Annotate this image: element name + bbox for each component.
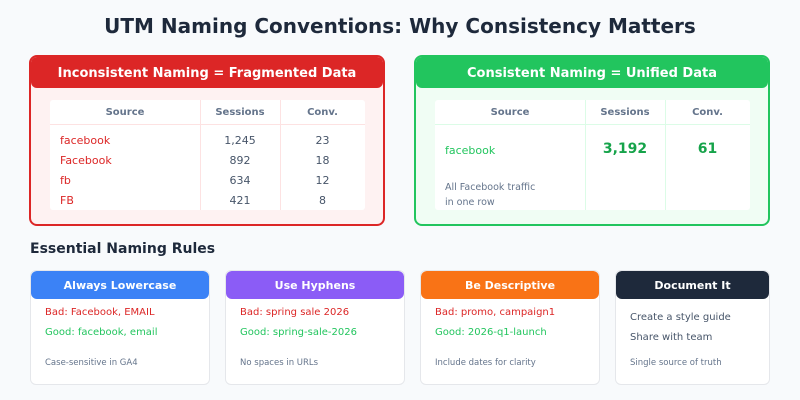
rule-card-header: Always Lowercase <box>31 271 209 299</box>
document-step: Create a style guide <box>630 312 731 323</box>
rule-card-document: Document It Create a style guide Share w… <box>615 270 770 385</box>
column-header-source: Source <box>105 107 145 118</box>
document-step: Share with team <box>630 332 713 343</box>
column-header-sessions: Sessions <box>215 107 265 118</box>
rule-card-hyphens: Use Hyphens Bad: spring sale 2026 Good: … <box>225 270 405 385</box>
consistent-naming-panel: Consistent Naming = Unified Data Source … <box>414 55 770 226</box>
fragmented-data-table: Source Sessions Conv. facebook 1,245 23 … <box>50 100 365 210</box>
table-row-source: facebook <box>60 134 111 147</box>
inconsistent-panel-header: Inconsistent Naming = Fragmented Data <box>31 57 383 88</box>
note-line-2: in one row <box>445 197 495 208</box>
header-divider <box>435 124 750 125</box>
rule-hint: Include dates for clarity <box>435 358 536 368</box>
unified-note: All Facebook traffic in one row <box>445 180 535 210</box>
table-row-conv: 18 <box>315 154 330 167</box>
rule-card-lowercase: Always Lowercase Bad: Facebook, EMAIL Go… <box>30 270 210 385</box>
rule-card-header: Document It <box>616 271 769 299</box>
table-row-sessions: 892 <box>229 154 251 167</box>
table-row-sessions: 421 <box>229 194 251 207</box>
unified-data-table: Source Sessions Conv. facebook 3,192 61 … <box>435 100 750 210</box>
column-header-conv: Conv. <box>307 107 338 118</box>
column-divider <box>585 100 586 210</box>
table-row-source: Facebook <box>60 154 112 167</box>
good-example: Good: facebook, email <box>45 327 158 338</box>
rule-card-descriptive: Be Descriptive Bad: promo, campaign1 Goo… <box>420 270 600 385</box>
page-title: UTM Naming Conventions: Why Consistency … <box>104 14 696 38</box>
rule-hint: Single source of truth <box>630 358 722 368</box>
table-row-sessions: 1,245 <box>224 134 256 147</box>
table-row-source: fb <box>60 174 71 187</box>
column-divider <box>665 100 666 210</box>
table-row-sessions: 634 <box>229 174 251 187</box>
table-row-source: FB <box>60 194 74 207</box>
table-row-source: facebook <box>445 144 496 157</box>
column-divider <box>200 100 201 210</box>
table-row-sessions: 3,192 <box>602 141 648 157</box>
bad-example: Bad: spring sale 2026 <box>240 307 350 318</box>
good-example: Good: 2026-q1-launch <box>435 327 547 338</box>
column-divider <box>280 100 281 210</box>
note-line-1: All Facebook traffic <box>445 182 536 193</box>
header-divider <box>50 124 365 125</box>
good-example: Good: spring-sale-2026 <box>240 327 357 338</box>
section-title: Essential Naming Rules <box>30 241 216 257</box>
rule-card-header: Be Descriptive <box>421 271 599 299</box>
table-row-conv: 61 <box>697 141 718 157</box>
table-row-conv: 8 <box>319 194 326 207</box>
rule-card-header: Use Hyphens <box>226 271 404 299</box>
table-row-conv: 12 <box>315 174 330 187</box>
inconsistent-naming-panel: Inconsistent Naming = Fragmented Data So… <box>29 55 385 226</box>
consistent-panel-header: Consistent Naming = Unified Data <box>416 57 768 88</box>
rule-hint: Case-sensitive in GA4 <box>45 358 138 368</box>
column-header-conv: Conv. <box>692 107 723 118</box>
rule-hint: No spaces in URLs <box>240 358 319 368</box>
table-row-conv: 23 <box>315 134 330 147</box>
bad-example: Bad: Facebook, EMAIL <box>45 307 155 318</box>
bad-example: Bad: promo, campaign1 <box>435 307 556 318</box>
column-header-source: Source <box>490 107 530 118</box>
column-header-sessions: Sessions <box>600 107 650 118</box>
